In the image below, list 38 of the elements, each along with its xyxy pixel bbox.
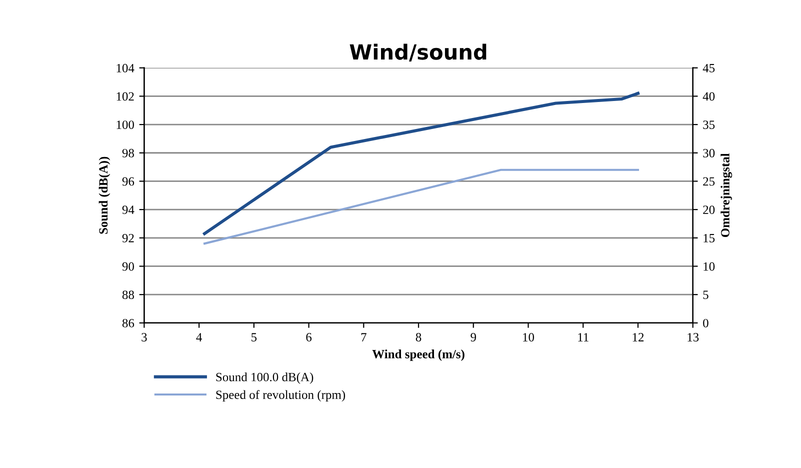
x-tick-label: 8 (416, 333, 422, 342)
x-tick-label: 5 (252, 333, 257, 342)
y-tick-label: 102 (116, 92, 134, 101)
y-tick-label: 94 (122, 206, 134, 214)
x-tick-label: 13 (688, 333, 699, 342)
x-tick-label: 4 (196, 333, 202, 342)
y2-tick-label: 45 (702, 64, 715, 72)
x-tick-label: 12 (632, 333, 644, 342)
y-tick-label: 90 (122, 262, 134, 271)
y-axis-title: Sound (dB(A)) (98, 156, 110, 234)
y-tick-label: 92 (122, 234, 134, 242)
x-tick-label: 6 (306, 333, 312, 342)
x-tick-label: 7 (361, 333, 366, 342)
x-tick-label: 9 (470, 333, 476, 342)
y2-tick-label: 30 (703, 148, 715, 158)
y2-tick-label: 20 (703, 206, 715, 214)
x-tick-label: 3 (142, 333, 147, 342)
y-tick-label: 98 (122, 148, 134, 158)
y2-tick-label: 0 (703, 318, 708, 328)
line-series (203, 92, 640, 236)
y-tick-label: 88 (122, 290, 134, 300)
y2-tick-label: 25 (703, 177, 715, 186)
x-tick-label: 11 (578, 333, 588, 342)
y2-axis-title: Omdrejningstal (720, 153, 732, 238)
y2-tick-label: 40 (702, 92, 715, 101)
y-tick-label: 104 (116, 64, 134, 72)
y2-tick-label: 15 (704, 234, 715, 242)
x-axis-title: Wind speed (m/s) (372, 350, 464, 361)
chart-title: Wind/sound (350, 44, 486, 62)
y2-tick-label: 10 (704, 262, 715, 271)
y2-tick-label: 35 (703, 120, 715, 129)
y-tick-label: 100 (116, 120, 134, 129)
legend-label: Sound 100.0 dB(A) (216, 372, 314, 384)
legend-label: Speed of revolution (rpm) (216, 390, 346, 402)
y-tick-label: 86 (122, 318, 134, 328)
y2-tick-label: 5 (703, 290, 708, 300)
x-tick-label: 10 (523, 333, 534, 342)
y-tick-label: 96 (122, 177, 134, 186)
